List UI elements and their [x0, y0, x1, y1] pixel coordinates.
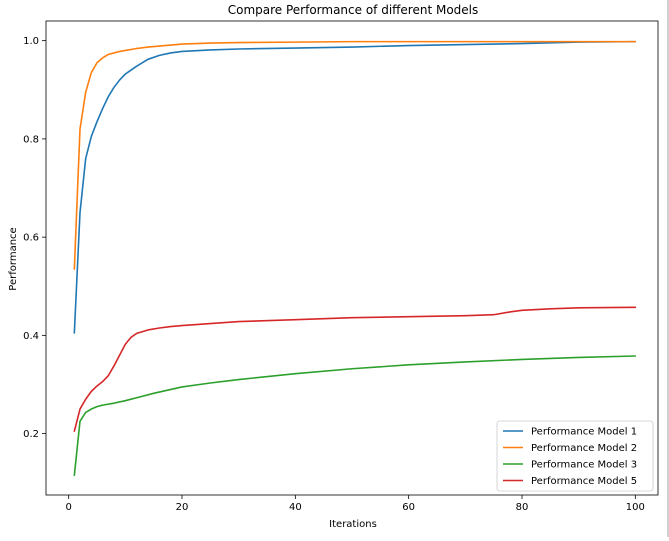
x-tick-label: 100: [626, 502, 645, 513]
x-tick-label: 40: [289, 502, 302, 513]
legend-label: Performance Model 3: [531, 460, 637, 471]
y-tick-label: 0.2: [23, 429, 39, 440]
y-tick-label: 0.6: [23, 233, 39, 244]
series-line-2: [73, 40, 637, 270]
x-tick-label: 60: [402, 502, 415, 513]
legend-label: Performance Model 5: [531, 476, 637, 487]
legend-label: Performance Model 2: [531, 443, 637, 454]
y-tick-label: 1.0: [23, 36, 39, 47]
y-tick-label: 0.4: [23, 331, 39, 342]
series-line-1: [73, 40, 637, 334]
series-line-4: [73, 306, 637, 432]
window-edge: [667, 0, 669, 537]
x-tick-label: 80: [516, 502, 529, 513]
legend-box: [496, 420, 654, 492]
y-axis-label: Performance: [8, 227, 19, 290]
y-tick-label: 0.8: [23, 134, 39, 145]
x-tick-label: 0: [65, 502, 71, 513]
chart-title: Compare Performance of different Models: [228, 3, 479, 17]
x-tick-label: 20: [176, 502, 189, 513]
x-axis-label: Iterations: [329, 519, 377, 530]
legend: Performance Model 1 Performance Model 2 Pe…: [496, 420, 654, 492]
series-line-3: [73, 355, 637, 477]
plot-area: 0 20 40 60 80 100 0.2 0.4 0.6 0.8 1.0: [23, 20, 659, 513]
legend-label: Performance Model 1: [531, 427, 637, 438]
plot-frame: [45, 20, 659, 496]
